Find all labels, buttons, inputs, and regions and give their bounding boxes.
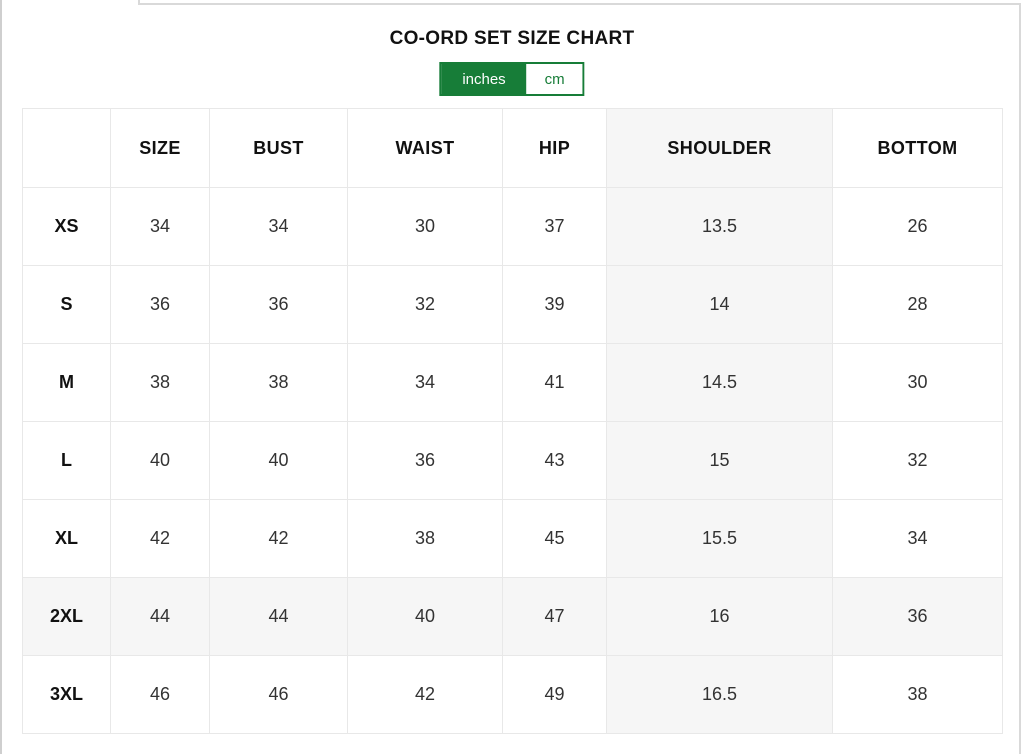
table-cell: 36 [832,577,1003,656]
unit-toggle-cm[interactable]: cm [526,64,583,94]
table-cell: 44 [209,577,348,656]
row-label: M [22,343,111,422]
column-header-bust: BUST [209,108,348,188]
row-label: XS [22,187,111,266]
column-header-size: SIZE [110,108,210,188]
row-label: XL [22,499,111,578]
row-label: 2XL [22,577,111,656]
corner-cell [22,108,111,188]
table-cell: 46 [110,655,210,734]
table-cell: 40 [209,421,348,500]
table-cell: 34 [110,187,210,266]
table-cell: 34 [209,187,348,266]
table-cell: 15 [606,421,833,500]
tab-bottom-notch [138,0,140,5]
table-cell: 15.5 [606,499,833,578]
table-cell: 32 [832,421,1003,500]
table-cell: 34 [347,343,503,422]
panel-right-border [1019,3,1021,754]
table-cell: 14 [606,265,833,344]
table-cell: 44 [110,577,210,656]
column-header-hip: HIP [502,108,607,188]
table-cell: 40 [110,421,210,500]
table-row-xs: XS 34 34 30 37 13.5 26 [22,187,1003,266]
table-cell: 37 [502,187,607,266]
table-cell: 28 [832,265,1003,344]
column-header-shoulder: SHOULDER [606,108,833,188]
table-cell: 42 [209,499,348,578]
table-cell: 49 [502,655,607,734]
table-cell: 32 [347,265,503,344]
table-cell: 42 [110,499,210,578]
column-header-bottom: BOTTOM [832,108,1003,188]
table-row-2xl: 2XL 44 44 40 47 16 36 [22,577,1003,656]
table-cell: 13.5 [606,187,833,266]
table-cell: 46 [209,655,348,734]
panel-left-border [0,0,2,754]
table-body: XS 34 34 30 37 13.5 26 S 36 36 32 39 14 28 M 38 38 34 41 14… [22,187,1003,734]
table-cell: 38 [110,343,210,422]
table-row-s: S 36 36 32 39 14 28 [22,265,1003,344]
row-label: S [22,265,111,344]
column-header-waist: WAIST [347,108,503,188]
table-cell: 26 [832,187,1003,266]
table-cell: 38 [347,499,503,578]
table-cell: 47 [502,577,607,656]
table-cell: 14.5 [606,343,833,422]
table-row-l: L 40 40 36 43 15 32 [22,421,1003,500]
table-cell: 34 [832,499,1003,578]
table-cell: 38 [209,343,348,422]
table-cell: 40 [347,577,503,656]
row-label: 3XL [22,655,111,734]
table-cell: 16.5 [606,655,833,734]
table-cell: 45 [502,499,607,578]
table-cell: 30 [347,187,503,266]
table-cell: 42 [347,655,503,734]
table-cell: 43 [502,421,607,500]
size-chart-table: SIZE BUST WAIST HIP SHOULDER BOTTOM XS 34 34 30 3… [22,108,1003,734]
table-cell: 36 [347,421,503,500]
table-cell: 30 [832,343,1003,422]
table-cell: 39 [502,265,607,344]
page-title: CO-ORD SET SIZE CHART [389,28,635,49]
unit-toggle: inches cm [439,62,585,96]
panel-top-border [139,3,1021,5]
header-row: SIZE BUST WAIST HIP SHOULDER BOTTOM [22,108,1003,188]
table-cell: 38 [832,655,1003,734]
table-row-m: M 38 38 34 41 14.5 30 [22,343,1003,422]
row-label: L [22,421,111,500]
table-cell: 41 [502,343,607,422]
unit-toggle-inches[interactable]: inches [441,64,527,94]
table-cell: 16 [606,577,833,656]
table-cell: 36 [110,265,210,344]
table-cell: 36 [209,265,348,344]
table-row-3xl: 3XL 46 46 42 49 16.5 38 [22,655,1003,734]
table-row-xl: XL 42 42 38 45 15.5 34 [22,499,1003,578]
